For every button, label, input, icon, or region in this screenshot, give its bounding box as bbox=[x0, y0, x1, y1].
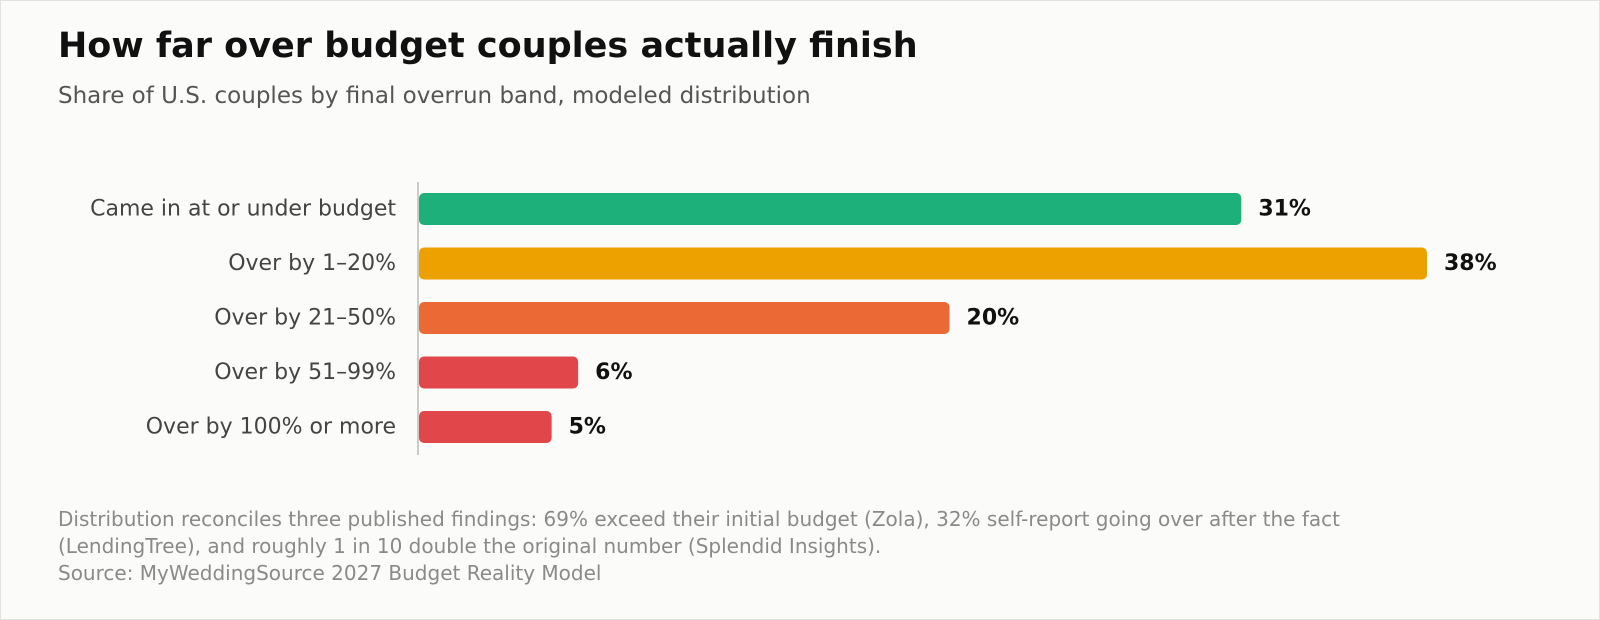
bar bbox=[419, 193, 1242, 225]
value-label: 38% bbox=[1444, 251, 1497, 276]
footnote-note: Distribution reconciles three published … bbox=[58, 507, 1340, 558]
footnote: Distribution reconciles three published … bbox=[58, 506, 1388, 587]
value-label: 6% bbox=[595, 360, 632, 385]
category-label: Over by 100% or more bbox=[146, 415, 396, 440]
bar bbox=[419, 356, 579, 389]
bar bbox=[419, 411, 552, 443]
category-label: Came in at or under budget bbox=[90, 197, 396, 222]
footnote-source: Source: MyWeddingSource 2027 Budget Real… bbox=[58, 561, 602, 585]
value-label: 31% bbox=[1258, 197, 1311, 222]
chart-title: How far over budget couples actually fin… bbox=[58, 26, 918, 66]
category-label: Over by 21–50% bbox=[214, 306, 396, 331]
bar bbox=[419, 302, 950, 334]
value-label: 5% bbox=[569, 415, 606, 440]
bar-chart: Came in at or under budget 31% Over by 1–2… bbox=[90, 182, 1497, 455]
chart-subtitle: Share of U.S. couples by final overrun b… bbox=[58, 83, 811, 109]
bar bbox=[419, 247, 1427, 280]
value-label: 20% bbox=[967, 306, 1020, 331]
category-label: Over by 51–99% bbox=[214, 360, 396, 385]
category-label: Over by 1–20% bbox=[228, 251, 396, 276]
